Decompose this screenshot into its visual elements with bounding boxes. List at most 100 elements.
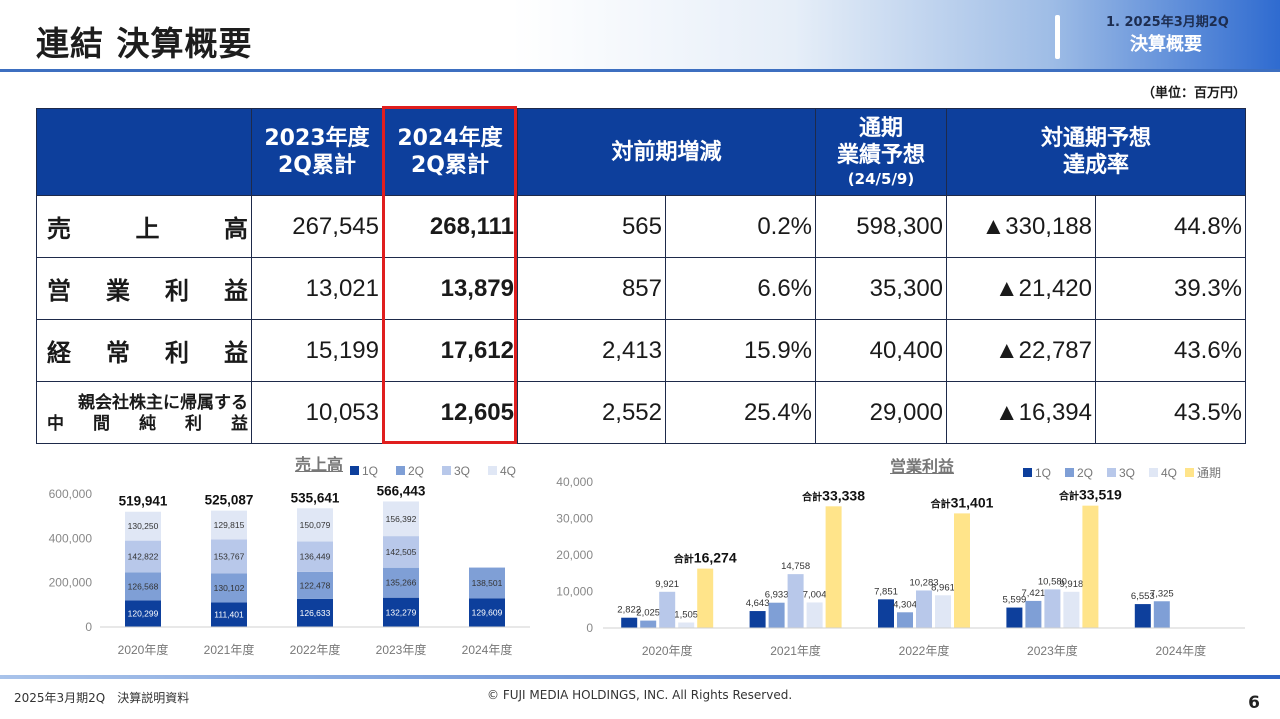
row-label-char: 中 bbox=[47, 413, 64, 433]
legend-label: 2Q bbox=[1077, 466, 1093, 480]
bar bbox=[678, 622, 695, 628]
data-label: 150,079 bbox=[300, 520, 331, 530]
total-prefix: 合計 bbox=[801, 490, 822, 503]
bar bbox=[897, 612, 913, 628]
bar-segment bbox=[297, 571, 333, 599]
row-label-char: 純 bbox=[139, 413, 156, 433]
row-label-char: 業 bbox=[106, 278, 130, 305]
row-label-char: 高 bbox=[224, 216, 248, 243]
cell-diff: 565 bbox=[517, 195, 666, 258]
legend-swatch bbox=[1185, 468, 1194, 477]
bar bbox=[825, 506, 842, 628]
total-label: 合計33,338 bbox=[801, 487, 865, 503]
table-row: 売上高 267,545 268,111 565 0.2% 598,300 ▲330,188 4… bbox=[36, 195, 1247, 258]
data-label: 9,918 bbox=[1060, 579, 1084, 590]
total-prefix: 合計 bbox=[1058, 490, 1079, 503]
row-label-char: 益 bbox=[224, 340, 248, 367]
total-label: 519,941 bbox=[119, 494, 168, 509]
legend-swatch bbox=[1149, 468, 1158, 477]
cell-pct: 6.6% bbox=[664, 257, 817, 320]
data-label: 1,505 bbox=[674, 610, 698, 621]
data-label: 130,250 bbox=[128, 521, 159, 531]
cell-diff: 2,552 bbox=[517, 381, 666, 444]
cell-diff: 857 bbox=[517, 257, 666, 320]
bar bbox=[1025, 600, 1042, 628]
bar-segment bbox=[211, 510, 247, 540]
bar-segment bbox=[383, 536, 419, 568]
x-tick-label: 2022年度 bbox=[899, 643, 950, 658]
row-label-char: 上 bbox=[135, 216, 160, 243]
data-label: 129,609 bbox=[472, 608, 503, 618]
cell-rate: 44.8% bbox=[1095, 195, 1247, 258]
bar bbox=[749, 611, 766, 628]
data-label: 132,279 bbox=[386, 607, 417, 617]
summary-table: 2023年度 2Q累計 2024年度 2Q累計 対前期増減 通期 業績予想 (24/5/… bbox=[36, 108, 1247, 444]
bar-segment bbox=[297, 541, 333, 572]
data-label: 7,325 bbox=[1150, 588, 1174, 599]
legend-swatch bbox=[1107, 468, 1116, 477]
data-label: 7,004 bbox=[803, 589, 827, 600]
row-label-char: 常 bbox=[106, 340, 130, 367]
bar bbox=[935, 595, 951, 628]
header-blank bbox=[36, 108, 252, 196]
x-tick-label: 2021年度 bbox=[204, 642, 255, 657]
x-tick-label: 2022年度 bbox=[290, 642, 341, 657]
x-tick-label: 2020年度 bbox=[642, 643, 693, 658]
chart-title-operating-profit: 営業利益 bbox=[890, 457, 955, 476]
table-row: 経 常 利 益 15,199 17,612 2,413 15.9% 40,400 ▲22,787 4… bbox=[36, 319, 1247, 382]
cell-remain: ▲22,787 bbox=[946, 319, 1097, 382]
y-tick-label: 400,000 bbox=[49, 531, 93, 545]
cell-rate: 39.3% bbox=[1095, 257, 1247, 320]
bar bbox=[1063, 591, 1080, 628]
legend-swatch bbox=[442, 466, 451, 475]
row-label-char: 利 bbox=[165, 340, 189, 367]
y-tick-label: 30,000 bbox=[556, 512, 593, 526]
col-achievement: 対通期予想 達成率 bbox=[946, 108, 1247, 196]
cell-prev: 13,021 bbox=[251, 257, 383, 320]
cell-rate: 43.6% bbox=[1095, 319, 1247, 382]
bar-segment bbox=[297, 598, 333, 627]
total-value: 33,338 bbox=[822, 487, 865, 503]
data-label: 153,767 bbox=[214, 551, 245, 561]
highlight-frame bbox=[382, 106, 517, 444]
bar bbox=[916, 590, 932, 628]
bar-segment bbox=[383, 567, 419, 598]
legend-swatch bbox=[488, 466, 497, 475]
y-tick-label: 40,000 bbox=[556, 475, 593, 489]
header-band bbox=[0, 0, 1280, 72]
bar bbox=[1044, 589, 1061, 628]
x-tick-label: 2024年度 bbox=[462, 642, 513, 657]
cell-remain: ▲16,394 bbox=[946, 381, 1097, 444]
legend-label: 通期 bbox=[1197, 466, 1221, 480]
data-label: 7,851 bbox=[874, 586, 898, 597]
bar-segment bbox=[383, 597, 419, 627]
data-label: 130,102 bbox=[214, 583, 245, 593]
total-label: 合計31,401 bbox=[930, 494, 994, 510]
bar-segment bbox=[211, 573, 247, 603]
col-forecast: 通期 業績予想 (24/5/9) bbox=[815, 108, 948, 196]
data-label: 5,599 bbox=[1003, 595, 1027, 606]
data-label: 129,815 bbox=[214, 520, 245, 530]
data-label: 10,283 bbox=[909, 577, 938, 588]
row-label-char: 経 bbox=[47, 340, 71, 367]
cell-pct: 15.9% bbox=[664, 319, 817, 382]
data-label: 6,933 bbox=[765, 590, 789, 601]
bar-segment bbox=[125, 511, 161, 541]
bar bbox=[659, 591, 676, 628]
data-label: 4,643 bbox=[746, 598, 770, 609]
x-tick-label: 2023年度 bbox=[1027, 643, 1078, 658]
row-label-char: 利 bbox=[185, 413, 202, 433]
x-tick-label: 2023年度 bbox=[376, 642, 427, 657]
bar-segment bbox=[469, 598, 505, 627]
data-label: 111,401 bbox=[214, 610, 244, 620]
total-prefix: 合計 bbox=[930, 497, 951, 510]
sales-chart: 0 200,000 400,000 600,000 120,299 126,568 142,… bbox=[49, 464, 530, 657]
y-tick-label: 10,000 bbox=[556, 585, 593, 599]
legend-label: 1Q bbox=[362, 464, 378, 478]
row-label-char: 利 bbox=[165, 278, 189, 305]
y-tick-label: 0 bbox=[85, 620, 92, 634]
data-label: 126,568 bbox=[128, 581, 159, 591]
data-label: 126,633 bbox=[300, 608, 331, 618]
data-label: 8,961 bbox=[931, 582, 955, 593]
